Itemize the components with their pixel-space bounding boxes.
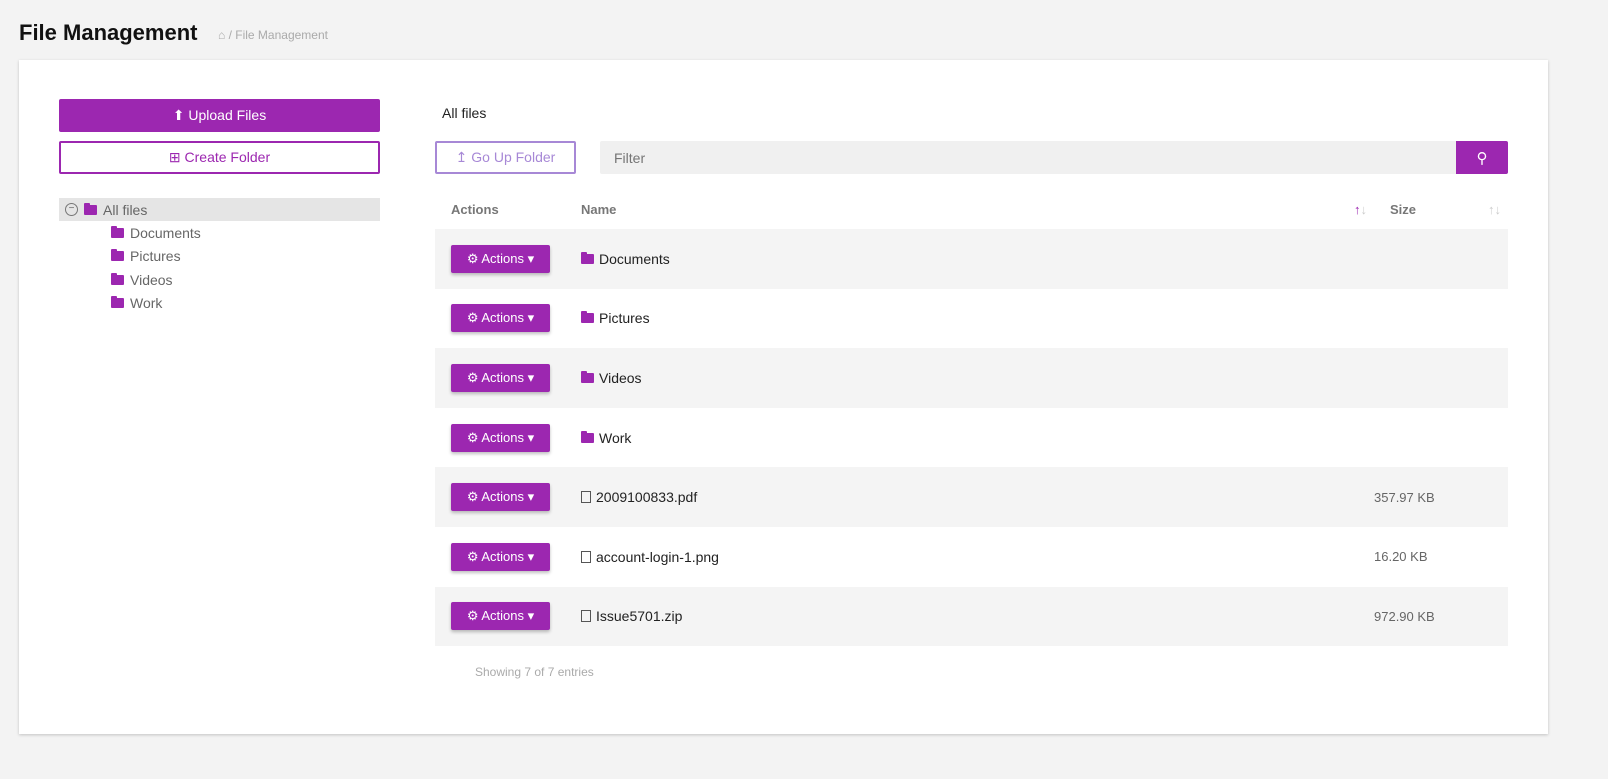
file-size: 16.20 KB <box>1374 549 1428 565</box>
file-icon <box>581 550 591 563</box>
table-row: ⚙ Actions ▾ account-login-1.png 16.20 KB <box>435 527 1508 587</box>
caret-down-icon: ▾ <box>527 489 535 505</box>
caret-down-icon: ▾ <box>527 310 535 326</box>
file-name-link[interactable]: 2009100833.pdf <box>581 489 697 505</box>
column-header-size[interactable]: Size <box>1390 202 1417 217</box>
actions-dropdown-button[interactable]: ⚙ Actions ▾ <box>451 602 550 631</box>
file-icon <box>581 610 591 623</box>
folder-icon <box>111 272 124 285</box>
folder-icon <box>111 249 124 262</box>
table-row: ⚙ Actions ▾ Work <box>435 408 1508 468</box>
create-folder-button[interactable]: ⊞ Create Folder <box>59 141 380 174</box>
file-icon <box>581 491 591 504</box>
caret-down-icon: ▾ <box>527 548 535 564</box>
page-title: File Management <box>19 20 198 45</box>
filter-input[interactable] <box>600 141 1456 174</box>
gear-icon: ⚙ <box>466 310 479 326</box>
folder-icon <box>581 370 594 383</box>
folder-icon <box>581 251 594 264</box>
tree-item-documents[interactable]: Documents <box>59 221 380 245</box>
tree-item-all-files[interactable]: − All files <box>59 198 380 221</box>
table-row: ⚙ Actions ▾ Pictures <box>435 289 1508 349</box>
caret-down-icon: ▾ <box>527 608 535 624</box>
search-icon: ⚲ <box>1476 149 1488 167</box>
file-name-link[interactable]: Issue5701.zip <box>581 608 682 624</box>
folder-tree: − All files Documents Pictures Videos Work <box>59 198 380 315</box>
folder-icon <box>111 296 124 309</box>
home-icon[interactable]: ⌂ <box>218 28 226 42</box>
tree-item-pictures[interactable]: Pictures <box>59 245 380 269</box>
file-size: 357.97 KB <box>1374 489 1435 505</box>
caret-down-icon: ▾ <box>527 369 535 385</box>
file-name-link[interactable]: Videos <box>581 370 642 386</box>
gear-icon: ⚙ <box>466 489 479 505</box>
file-manager-card: ⬆ Upload Files ⊞ Create Folder − All file… <box>19 60 1548 734</box>
folder-icon <box>111 225 124 238</box>
gear-icon: ⚙ <box>466 250 479 266</box>
arrow-up-icon: ↥ <box>455 149 468 165</box>
folder-icon <box>581 311 594 324</box>
column-header-actions: Actions <box>451 202 499 217</box>
actions-dropdown-button[interactable]: ⚙ Actions ▾ <box>451 244 550 273</box>
search-button[interactable]: ⚲ <box>1456 141 1508 174</box>
sort-icon[interactable]: ↑↓ <box>1488 202 1501 217</box>
file-size: 972.90 KB <box>1374 608 1435 624</box>
entries-info: Showing 7 of 7 entries <box>475 665 594 679</box>
actions-dropdown-button[interactable]: ⚙ Actions ▾ <box>451 304 550 333</box>
table-row: ⚙ Actions ▾ Issue5701.zip 972.90 KB <box>435 586 1508 647</box>
folder-icon <box>84 202 97 215</box>
gear-icon: ⚙ <box>466 429 479 445</box>
actions-dropdown-button[interactable]: ⚙ Actions ▾ <box>451 363 550 392</box>
tree-item-work[interactable]: Work <box>59 292 380 316</box>
gear-icon: ⚙ <box>466 608 479 624</box>
current-path: All files <box>442 105 487 121</box>
file-name-link[interactable]: Pictures <box>581 310 650 326</box>
file-table: ⚙ Actions ▾ Documents ⚙ Actions ▾ Pictur… <box>435 229 1508 647</box>
caret-down-icon: ▾ <box>527 429 535 445</box>
gear-icon: ⚙ <box>466 369 479 385</box>
table-row: ⚙ Actions ▾ Documents <box>435 229 1508 289</box>
caret-down-icon: ▾ <box>527 250 535 266</box>
tree-item-videos[interactable]: Videos <box>59 268 380 292</box>
table-row: ⚙ Actions ▾ Videos <box>435 348 1508 408</box>
upload-files-button[interactable]: ⬆ Upload Files <box>59 99 380 132</box>
file-name-link[interactable]: Documents <box>581 251 670 267</box>
breadcrumb: ⌂ / File Management <box>218 28 328 42</box>
go-up-folder-button[interactable]: ↥ Go Up Folder <box>435 141 576 174</box>
folder-icon <box>581 430 594 443</box>
column-header-name[interactable]: Name <box>581 202 617 217</box>
actions-dropdown-button[interactable]: ⚙ Actions ▾ <box>451 542 550 571</box>
gear-icon: ⚙ <box>466 548 479 564</box>
folder-plus-icon: ⊞ <box>168 149 181 165</box>
actions-dropdown-button[interactable]: ⚙ Actions ▾ <box>451 423 550 452</box>
collapse-icon[interactable]: − <box>65 203 78 216</box>
actions-dropdown-button[interactable]: ⚙ Actions ▾ <box>451 483 550 512</box>
sort-icon[interactable]: ↑↓ <box>1354 202 1367 217</box>
table-row: ⚙ Actions ▾ 2009100833.pdf 357.97 KB <box>435 467 1508 527</box>
file-name-link[interactable]: Work <box>581 430 631 446</box>
upload-icon: ⬆ <box>172 107 185 123</box>
file-name-link[interactable]: account-login-1.png <box>581 549 719 565</box>
